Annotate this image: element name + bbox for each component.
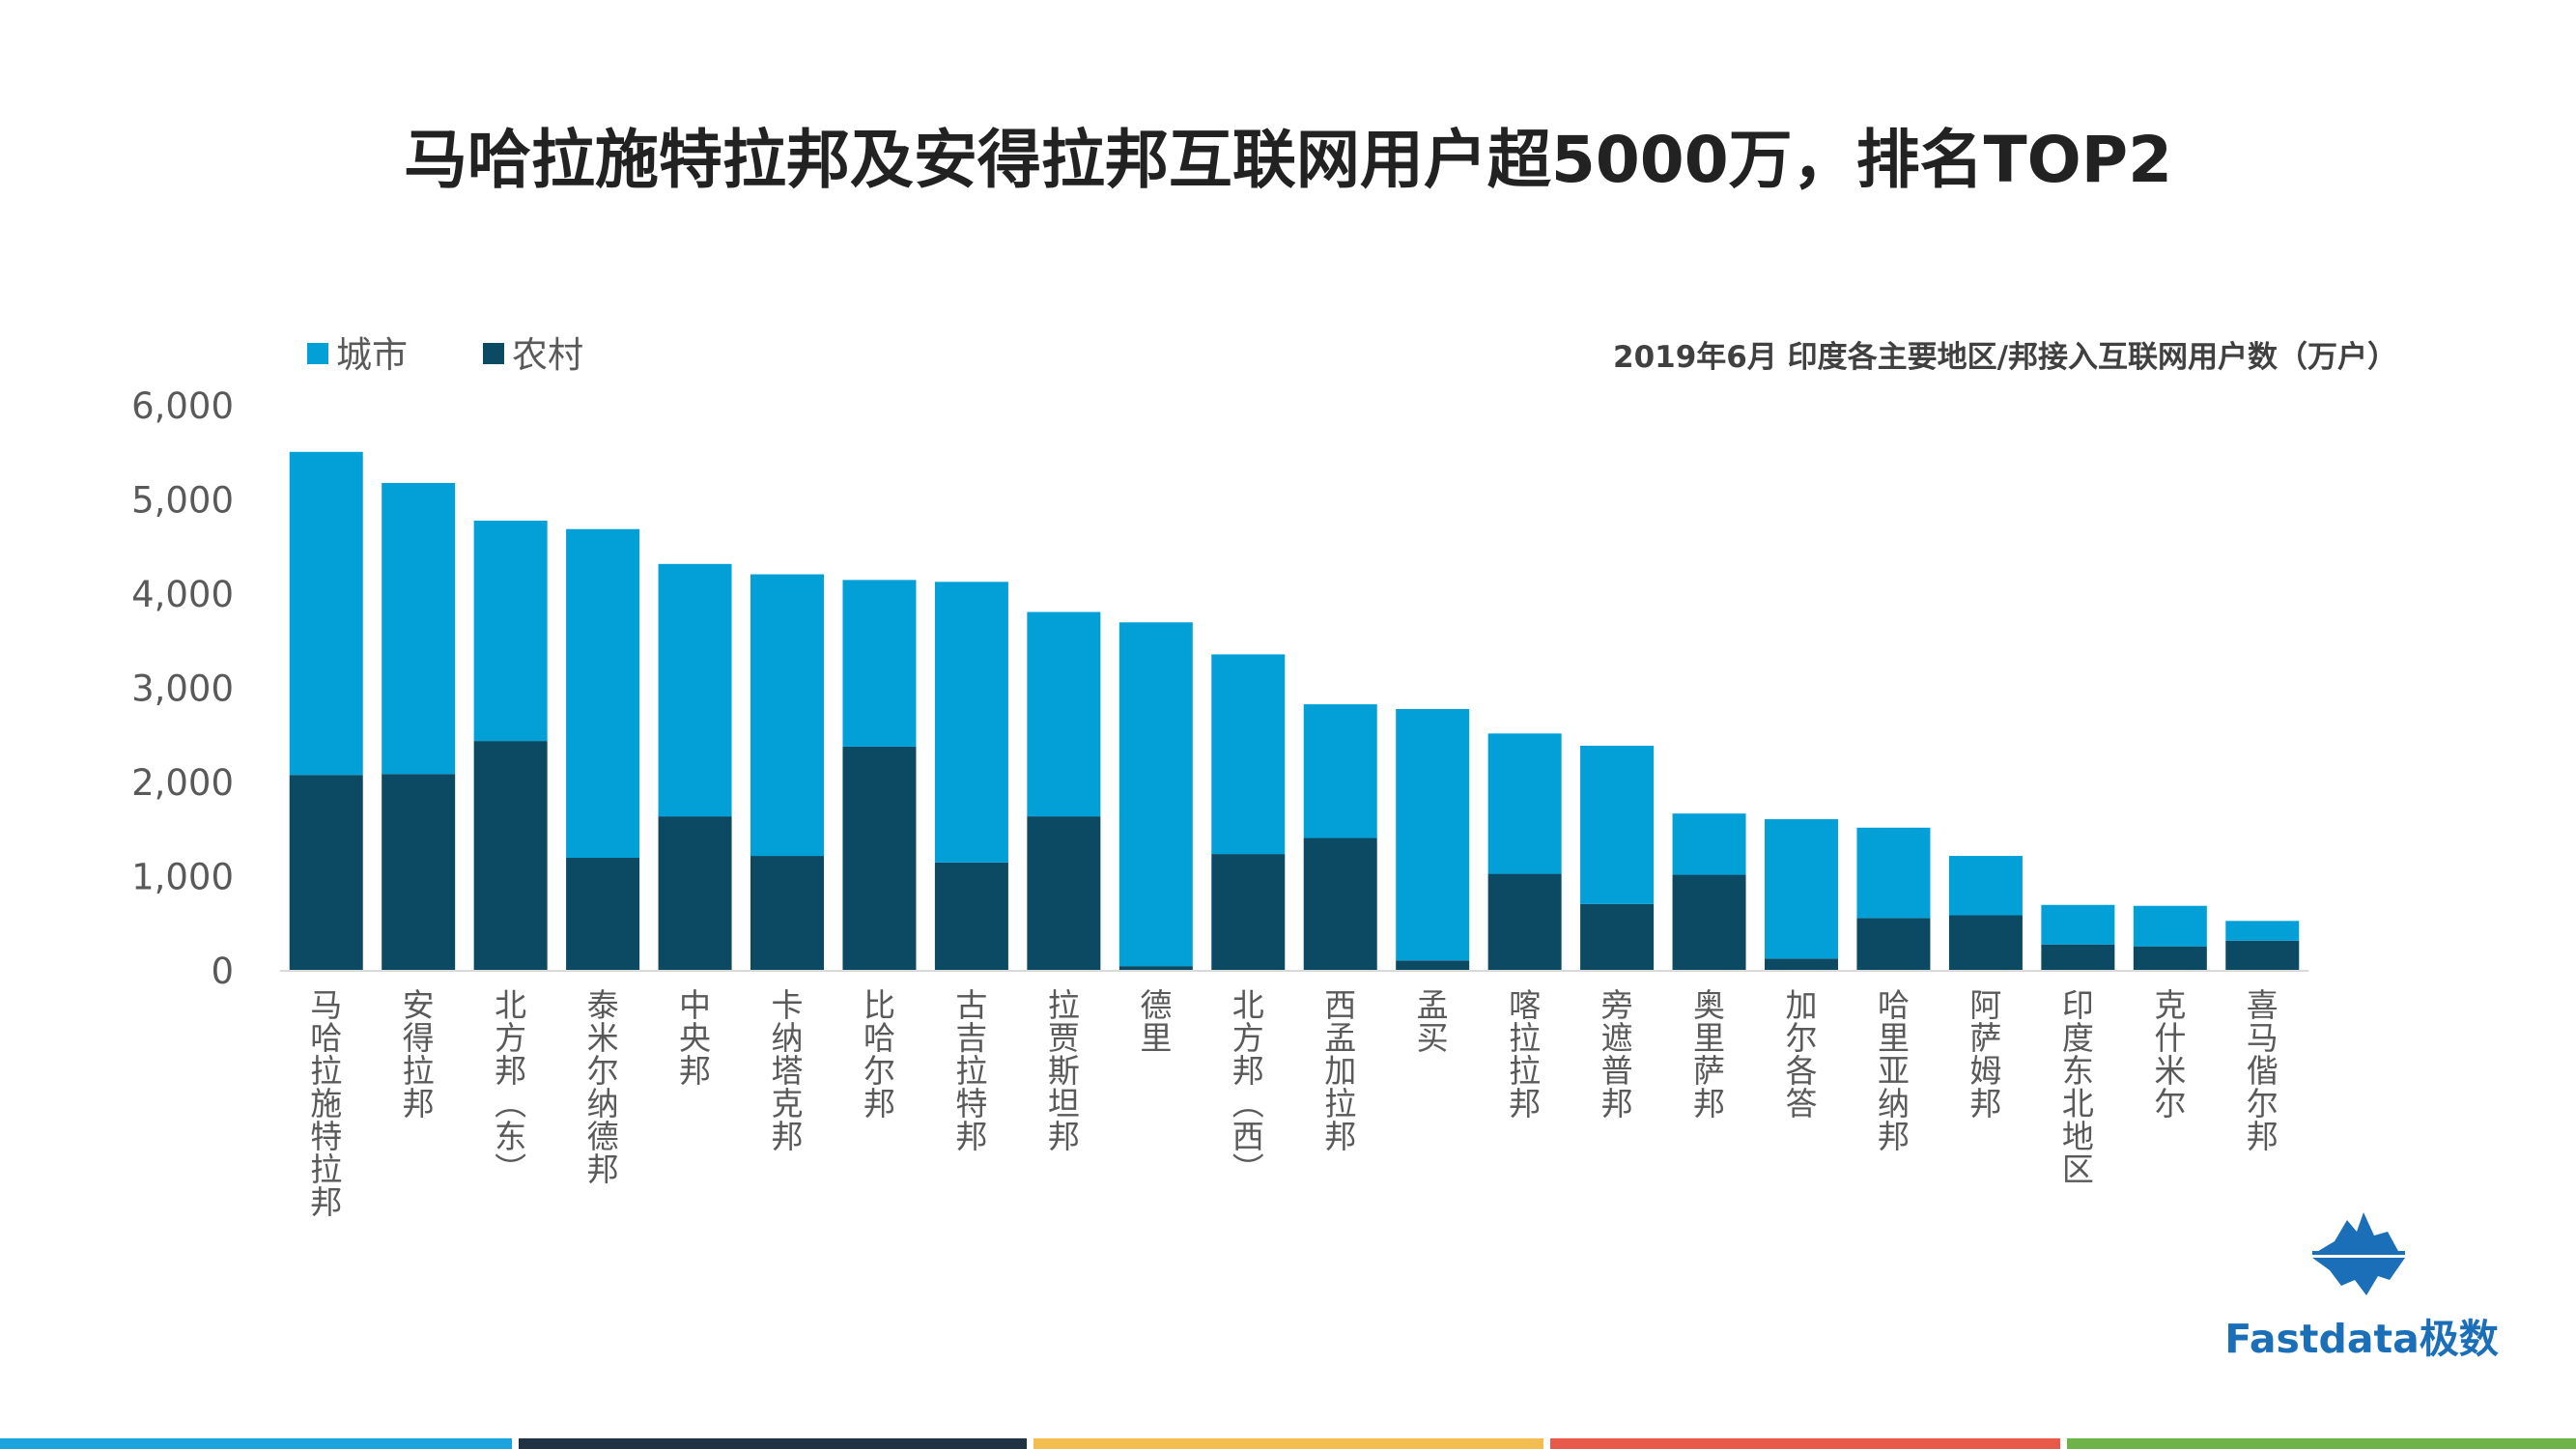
bar-urban	[1396, 708, 1470, 961]
legend-label-rural: 农村	[512, 334, 583, 376]
x-category-label: 旁遮普邦	[1601, 986, 1633, 1122]
footer-bar	[1550, 1438, 2060, 1449]
y-tick-label: 1,000	[131, 857, 234, 898]
bar-urban	[1303, 704, 1377, 838]
bar-rural	[1118, 966, 1193, 971]
bars	[289, 451, 2300, 971]
chart-subtitle: 2019年6月 印度各主要地区/邦接入互联网用户数（万户）	[1613, 340, 2397, 375]
footer-color-bars	[0, 1438, 2576, 1449]
x-category-label: 北方邦︵西︶	[1232, 986, 1264, 1188]
y-axis-ticks: 0 1,000 2,000 3,000 4,000 5,000 6,000	[131, 385, 234, 992]
bar-urban	[1487, 733, 1562, 874]
bar-urban	[1765, 819, 1838, 959]
bar-urban	[1027, 611, 1101, 817]
chart-legend: 城市 农村	[307, 334, 583, 376]
footer-bar	[519, 1438, 1027, 1449]
y-tick-label: 3,000	[131, 668, 234, 710]
y-tick-label: 6,000	[131, 385, 234, 427]
bar-rural	[1487, 873, 1562, 971]
y-tick-label: 4,000	[131, 574, 234, 615]
footer-bar	[0, 1438, 512, 1449]
bar-rural	[2041, 944, 2115, 971]
x-category-label: 喜马偕尔邦	[2247, 986, 2279, 1155]
x-category-label: 马哈拉施特拉邦	[310, 986, 342, 1221]
y-tick-label: 2,000	[131, 762, 234, 804]
bar-urban	[2133, 905, 2207, 947]
x-category-label: 西孟加拉邦	[1324, 986, 1356, 1155]
bar-rural	[566, 858, 640, 971]
bar-rural	[1211, 854, 1286, 971]
x-category-label: 奥里萨邦	[1693, 986, 1725, 1122]
bar-urban	[382, 482, 456, 775]
bar-rural	[842, 746, 917, 971]
x-category-label: 阿萨姆邦	[1969, 986, 2001, 1122]
x-category-label: 孟买	[1417, 986, 1449, 1057]
bar-rural	[1948, 915, 2023, 971]
bar-rural	[2133, 946, 2207, 971]
bar-urban	[566, 528, 640, 858]
x-category-label: 泰米尔纳德邦	[587, 986, 619, 1188]
bar-rural	[473, 741, 548, 971]
x-category-label: 喀拉拉邦	[1509, 986, 1541, 1122]
footer-bar	[1033, 1438, 1543, 1449]
x-category-label: 克什米尔	[2154, 986, 2186, 1122]
bar-urban	[1211, 654, 1286, 855]
bar-rural	[658, 816, 732, 971]
x-category-label: 卡纳塔克邦	[772, 986, 804, 1155]
bar-rural	[1856, 918, 1931, 971]
x-category-label: 加尔各答	[1786, 986, 1818, 1122]
bar-rural	[382, 774, 456, 971]
legend-swatch-urban	[307, 343, 328, 364]
bar-urban	[658, 563, 732, 817]
bar-urban	[934, 582, 1008, 863]
bar-urban	[1580, 745, 1655, 904]
bar-urban	[1118, 622, 1193, 967]
x-category-label: 中央邦	[679, 986, 711, 1090]
bar-rural	[1672, 874, 1746, 971]
x-category-label: 安得拉邦	[403, 986, 435, 1122]
y-tick-label: 5,000	[131, 480, 234, 522]
x-category-label: 古吉拉特邦	[955, 986, 987, 1155]
x-category-label: 印度东北地区	[2062, 986, 2094, 1188]
bar-urban	[1672, 813, 1746, 875]
x-category-label: 北方邦︵东︶	[495, 986, 526, 1188]
bar-rural	[934, 862, 1008, 971]
bar-urban	[842, 580, 917, 747]
x-category-label: 拉贾斯坦邦	[1048, 986, 1080, 1155]
bar-urban	[289, 451, 363, 776]
x-category-label: 哈里亚纳邦	[1878, 986, 1910, 1155]
bar-urban	[1948, 856, 2023, 916]
slide-title: 马哈拉施特拉邦及安得拉邦互联网用户超5000万，排名TOP2	[403, 123, 2173, 197]
bar-rural	[289, 775, 363, 971]
bar-rural	[2225, 940, 2300, 971]
fastdata-iceberg-logo-icon	[2312, 1212, 2405, 1295]
bar-urban	[750, 574, 824, 857]
legend-swatch-rural	[483, 343, 504, 364]
bar-rural	[1765, 958, 1838, 971]
logo-text: Fastdata极数	[2224, 1316, 2499, 1362]
bar-urban	[473, 520, 548, 742]
bar-urban	[1856, 827, 1931, 919]
bar-urban	[2041, 904, 2115, 945]
legend-label-urban: 城市	[336, 334, 408, 376]
bar-urban	[2225, 921, 2300, 941]
bar-rural	[1303, 838, 1377, 971]
x-category-label: 德里	[1140, 986, 1172, 1057]
x-category-label: 比哈尔邦	[863, 986, 895, 1122]
footer-bar	[2067, 1438, 2576, 1449]
x-axis-category-labels: 马哈拉施特拉邦 安得拉邦 北方邦︵东︶ 泰米尔纳德邦 中央邦 卡纳塔克邦 比哈尔邦 古吉拉特邦…	[310, 986, 2279, 1221]
bar-rural	[750, 856, 824, 971]
bar-rural	[1027, 816, 1101, 971]
y-tick-label: 0	[211, 951, 234, 992]
bar-rural	[1580, 903, 1655, 971]
bar-rural	[1396, 960, 1470, 971]
